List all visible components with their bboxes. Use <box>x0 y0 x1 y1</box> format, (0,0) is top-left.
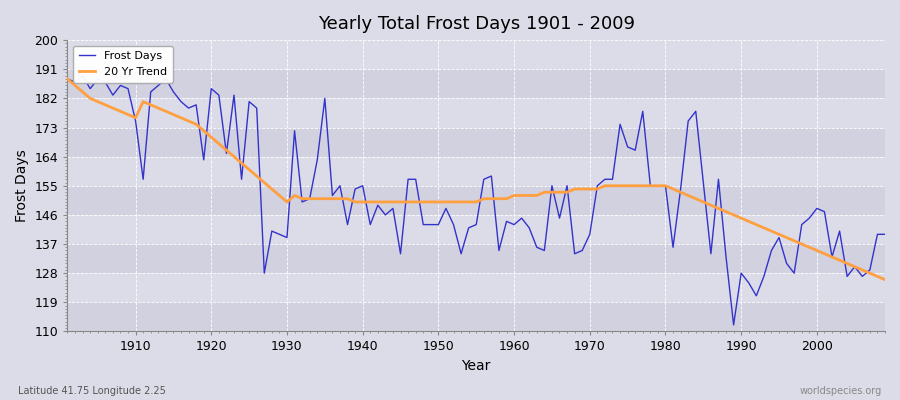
Bar <box>68 157 885 186</box>
Text: Latitude 41.75 Longitude 2.25: Latitude 41.75 Longitude 2.25 <box>18 386 166 396</box>
Text: worldspecies.org: worldspecies.org <box>800 386 882 396</box>
Bar <box>68 98 885 128</box>
Y-axis label: Frost Days: Frost Days <box>15 149 29 222</box>
20 Yr Trend <box>335 196 346 201</box>
Frost Days <box>508 222 519 227</box>
Bar <box>68 186 885 215</box>
Frost Days <box>728 322 739 327</box>
Line: Frost Days: Frost Days <box>68 76 885 325</box>
X-axis label: Year: Year <box>462 359 490 373</box>
Frost Days <box>297 200 308 204</box>
20 Yr Trend <box>122 112 133 117</box>
Frost Days <box>62 76 73 81</box>
Frost Days <box>517 216 527 220</box>
20 Yr Trend <box>879 277 890 282</box>
Legend: Frost Days, 20 Yr Trend: Frost Days, 20 Yr Trend <box>73 46 173 82</box>
20 Yr Trend <box>62 76 73 81</box>
Frost Days <box>608 177 618 182</box>
Bar <box>68 244 885 273</box>
Bar <box>68 40 885 69</box>
Frost Days <box>342 222 353 227</box>
20 Yr Trend <box>599 183 610 188</box>
Bar <box>68 302 885 332</box>
Frost Days <box>77 73 88 78</box>
Frost Days <box>879 232 890 237</box>
Title: Yearly Total Frost Days 1901 - 2009: Yearly Total Frost Days 1901 - 2009 <box>318 15 634 33</box>
Bar <box>68 273 885 302</box>
Frost Days <box>130 119 141 124</box>
Bar <box>68 128 885 157</box>
Bar <box>68 215 885 244</box>
20 Yr Trend <box>501 196 512 201</box>
Line: 20 Yr Trend: 20 Yr Trend <box>68 79 885 280</box>
Bar <box>68 69 885 98</box>
20 Yr Trend <box>508 193 519 198</box>
20 Yr Trend <box>289 193 300 198</box>
